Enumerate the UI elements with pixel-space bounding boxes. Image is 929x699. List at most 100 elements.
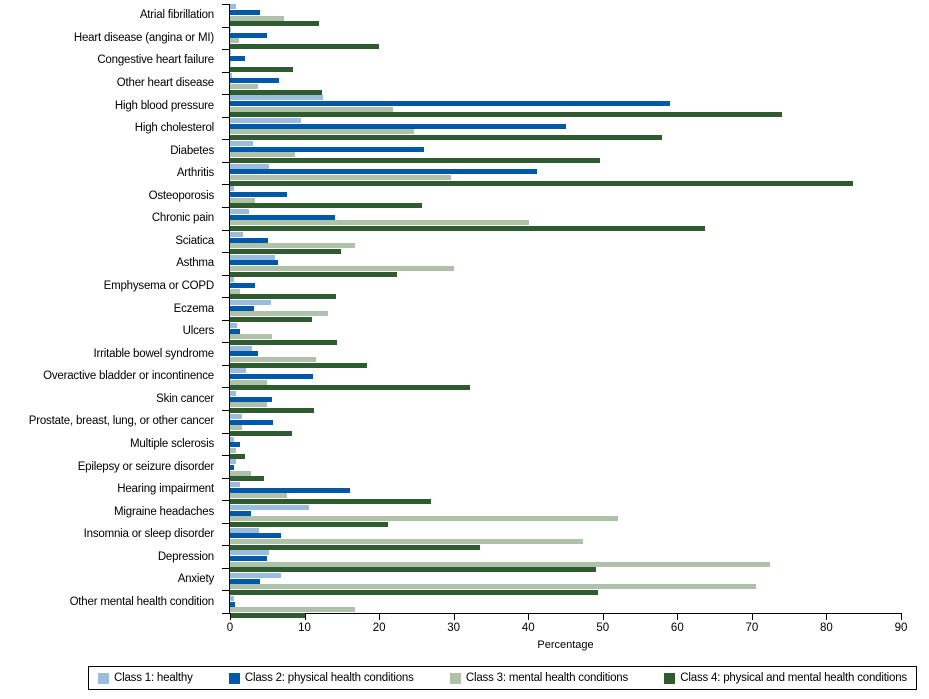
x-tick: [677, 613, 679, 620]
bar-class1: [230, 345, 252, 351]
bar-class1: [230, 391, 236, 397]
bar-class3: [230, 402, 268, 408]
bar-class4: [230, 430, 292, 436]
bar-class3: [230, 607, 355, 613]
bar-class3: [230, 15, 284, 21]
y-tick: [222, 613, 229, 614]
y-tick: [222, 523, 229, 524]
bar-group: [230, 345, 901, 368]
bar-class1: [230, 595, 234, 601]
bar-class1: [230, 436, 234, 442]
y-tick: [222, 410, 229, 411]
category-label: Other heart disease: [116, 76, 214, 89]
bar-class4: [230, 226, 705, 232]
category-label: Diabetes: [170, 144, 214, 157]
bar-class2: [230, 123, 566, 129]
bar-class1: [230, 322, 238, 328]
bar-class3: [230, 243, 355, 249]
bar-group: [230, 49, 901, 73]
legend-label: Class 2: physical health conditions: [244, 672, 414, 684]
bar-class3: [230, 106, 393, 112]
y-tick: [222, 72, 229, 73]
bar-class2: [230, 442, 241, 448]
category-label: Epilepsy or seizure disorder: [77, 460, 215, 473]
y-tick: [222, 252, 229, 253]
category-label: Arthritis: [176, 167, 214, 180]
bar-group: [230, 527, 901, 550]
legend-swatch-class4: [664, 672, 676, 684]
bar-class4: [230, 294, 336, 300]
bar-group: [230, 436, 901, 459]
bar-class4: [230, 339, 337, 345]
bar-class1: [230, 413, 242, 419]
bar-group: [230, 300, 901, 323]
legend-swatch-class3: [449, 672, 461, 684]
y-tick: [222, 139, 229, 140]
category-label: Overactive bladder or incontinence: [43, 370, 214, 383]
bar-class1: [230, 72, 233, 78]
y-tick: [222, 320, 229, 321]
bar-class3: [230, 152, 295, 158]
bar-class3: [230, 61, 232, 67]
bar-group: [230, 118, 901, 141]
legend-label: Class 3: mental health conditions: [465, 672, 629, 684]
legend-item-class3: Class 3: mental health conditions: [449, 672, 629, 684]
bar-class2: [230, 396, 272, 402]
bar-class4: [230, 408, 315, 414]
legend-label: Class 4: physical and mental health cond…: [680, 672, 907, 684]
category-label: Ulcers: [182, 325, 215, 338]
bar-group: [230, 391, 901, 414]
y-tick: [222, 568, 229, 569]
legend-item-class2: Class 2: physical health conditions: [228, 672, 414, 684]
bar-class4: [230, 89, 323, 95]
x-tick-label: 50: [596, 622, 610, 634]
bar-class4: [230, 112, 782, 118]
category-label: Congestive heart failure: [97, 54, 214, 67]
category-label: Insomnia or sleep disorder: [83, 528, 215, 541]
y-tick: [222, 117, 229, 118]
bar-group: [230, 231, 901, 255]
x-tick-label: 0: [226, 622, 234, 634]
bar-class3: [230, 129, 415, 135]
bar-class4: [230, 203, 423, 209]
bar-class4: [230, 385, 471, 391]
y-tick: [222, 545, 229, 546]
bar-class2: [230, 10, 260, 16]
bar-class1: [230, 140, 254, 146]
bar-class4: [230, 612, 306, 618]
category-label: Sciatica: [175, 234, 214, 247]
bar-group: [230, 95, 901, 118]
bar-class4: [230, 180, 853, 186]
x-tick: [602, 613, 604, 620]
bar-class2: [230, 487, 351, 493]
legend-swatch-class2: [228, 672, 240, 684]
category-label: Atrial fibrillation: [139, 9, 214, 22]
x-tick-label: 20: [372, 622, 386, 634]
y-tick: [222, 455, 229, 456]
bar-group: [230, 459, 901, 482]
category-label: Irritable bowel syndrome: [93, 347, 215, 360]
x-tick-label: 40: [521, 622, 535, 634]
x-tick: [379, 613, 381, 620]
x-tick-label: 70: [745, 622, 759, 634]
y-tick: [222, 433, 229, 434]
bar-class3: [230, 83, 259, 89]
plot-area: 0 10 20 30 40 50 60 70 80 90 Percentage: [222, 4, 907, 651]
bar-class1: [230, 27, 232, 33]
bar-class2: [230, 351, 258, 357]
y-tick: [222, 230, 229, 231]
category-label: Other mental health condition: [69, 595, 215, 608]
category-label: Osteoporosis: [148, 189, 215, 202]
category-label: Heart disease (angina or MI): [73, 31, 214, 44]
bar-class1: [230, 186, 235, 192]
bar-class3: [230, 493, 288, 499]
bar-class3: [230, 334, 272, 340]
bar-class3: [230, 561, 770, 567]
bar-group: [230, 482, 901, 505]
x-tick: [826, 613, 828, 620]
bar-class4: [230, 590, 598, 596]
category-label: Emphysema or COPD: [103, 280, 215, 293]
bar-class1: [230, 254, 275, 260]
bar-class2: [230, 237, 269, 243]
